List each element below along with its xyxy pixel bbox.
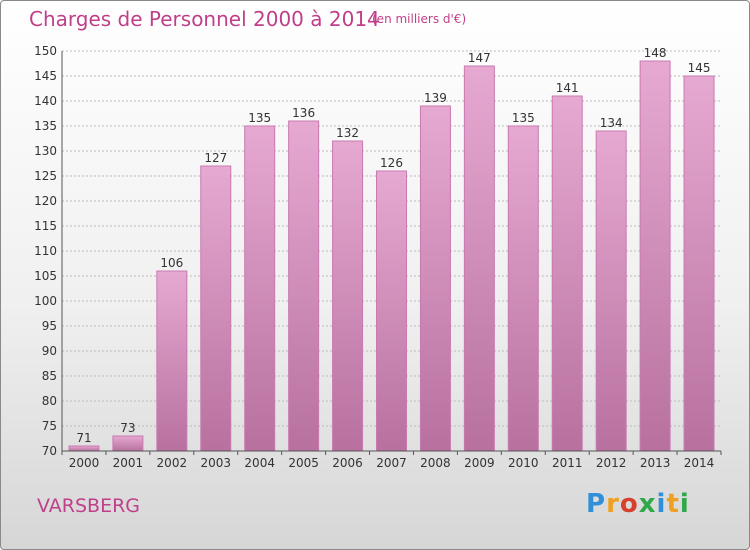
y-tick-label: 150 xyxy=(34,44,57,58)
value-label-2006: 132 xyxy=(336,126,359,140)
x-tick-label-2008: 2008 xyxy=(420,456,451,470)
y-tick-label: 110 xyxy=(34,244,57,258)
axes: 70 75 80 85 90 95 100 105 110 115 120 125 130 135 140 1… xyxy=(34,44,722,470)
x-tick-label-2010: 2010 xyxy=(508,456,539,470)
logo-letter: i xyxy=(656,489,667,519)
value-label-2007: 126 xyxy=(380,156,403,170)
bar-2011 xyxy=(551,95,583,452)
logo-letter: t xyxy=(666,489,680,519)
logo-letter: P xyxy=(586,489,607,519)
value-label-2004: 135 xyxy=(248,111,271,125)
x-tick-label-2004: 2004 xyxy=(244,456,275,470)
chart-subtitle: (en milliers d'€) xyxy=(372,12,467,26)
logo-letter: i xyxy=(679,489,690,519)
bar-2014 xyxy=(683,75,715,452)
y-tick-label: 85 xyxy=(42,369,57,383)
value-label-2008: 139 xyxy=(424,91,447,105)
place-name: VARSBERG xyxy=(37,495,141,517)
logo-letter: r xyxy=(606,489,620,519)
x-tick-label-2007: 2007 xyxy=(376,456,407,470)
bar-2012 xyxy=(595,130,627,452)
bar-2007 xyxy=(376,170,407,452)
bar-2013 xyxy=(639,60,671,452)
value-label-2009: 147 xyxy=(468,51,491,65)
value-label-2003: 127 xyxy=(204,151,227,165)
y-tick-label: 125 xyxy=(34,169,57,183)
value-label-2013: 148 xyxy=(644,46,667,60)
bar-2001 xyxy=(112,435,144,452)
bar-2004 xyxy=(244,125,276,452)
logo-letter: o xyxy=(619,489,639,519)
value-label-2002: 106 xyxy=(160,256,183,270)
y-tick-label: 105 xyxy=(34,269,57,283)
x-tick-label-2002: 2002 xyxy=(157,456,188,470)
x-tick-label-2006: 2006 xyxy=(332,456,363,470)
y-tick-label: 80 xyxy=(42,394,57,408)
bars: 71 73 106 127 135 136 132 126 139 147 135 141 134 148… xyxy=(68,46,715,452)
x-tick-label-2013: 2013 xyxy=(640,456,671,470)
bar-2005 xyxy=(288,120,320,452)
x-tick-label-2003: 2003 xyxy=(200,456,231,470)
bar-2002 xyxy=(156,270,188,452)
y-tick-label: 90 xyxy=(42,344,57,358)
logo-letter: x xyxy=(638,489,657,519)
value-label-2012: 134 xyxy=(600,116,623,130)
x-tick-label-2009: 2009 xyxy=(464,456,495,470)
y-tick-label: 100 xyxy=(34,294,57,308)
chart-title: Charges de Personnel 2000 à 2014 xyxy=(29,7,380,31)
y-tick-label: 120 xyxy=(34,194,57,208)
y-tick-label: 145 xyxy=(34,69,57,83)
y-tick-label: 130 xyxy=(34,144,57,158)
value-label-2000: 71 xyxy=(76,431,91,445)
y-tick-label: 70 xyxy=(42,444,57,458)
y-tick-label: 75 xyxy=(42,419,57,433)
value-label-2010: 135 xyxy=(512,111,535,125)
y-tick-label: 135 xyxy=(34,119,57,133)
x-tick-label-2005: 2005 xyxy=(288,456,319,470)
value-label-2014: 145 xyxy=(688,61,711,75)
x-tick-label-2012: 2012 xyxy=(596,456,627,470)
bar-2008 xyxy=(419,105,451,452)
bar-2003 xyxy=(200,165,232,452)
x-tick-label-2011: 2011 xyxy=(552,456,583,470)
proxiti-logo: Proxiti xyxy=(586,489,690,519)
x-tick-label-2000: 2000 xyxy=(69,456,100,470)
y-tick-label: 95 xyxy=(42,319,57,333)
x-tick-label-2001: 2001 xyxy=(113,456,144,470)
y-tick-label: 115 xyxy=(34,219,57,233)
bar-2009 xyxy=(463,65,495,452)
x-tick-label-2014: 2014 xyxy=(684,456,715,470)
bar-2006 xyxy=(332,140,364,452)
value-label-2011: 141 xyxy=(556,81,579,95)
value-label-2005: 136 xyxy=(292,106,315,120)
y-tick-label: 140 xyxy=(34,94,57,108)
bar-2010 xyxy=(507,125,539,452)
bar-2000 xyxy=(68,445,100,452)
value-label-2001: 73 xyxy=(120,421,135,435)
